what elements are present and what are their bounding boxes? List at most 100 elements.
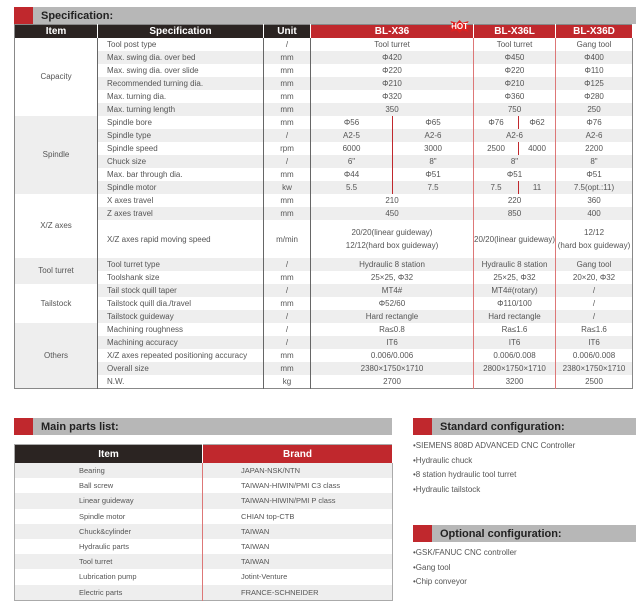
bl-x36-value: Φ420 [309,51,474,64]
bl-x36l-value: 2800×1750×1710 [473,362,556,375]
header-item: Item [14,444,203,463]
bl-x36l-value: Φ110/100 [473,297,556,310]
bl-x36l-value: Φ210 [473,77,556,90]
table-row: Tailstock guideway / Hard rectangle Hard re… [15,310,633,323]
bl-x36-value: 6" [310,155,393,168]
bl-x36d-value: Φ280 [555,90,633,103]
unit-value: / [263,336,311,349]
bl-x36-value: 0.006/0.006 [309,349,474,362]
table-row: Max. swing dia. over bed mm Φ420 Φ450 Φ400 [15,51,633,64]
bl-x36l-value: Hard rectangle [473,310,556,323]
table-row: Bearing JAPAN-NSK/NTN [14,463,393,479]
spec-name: Max. swing dia. over slide [107,65,199,75]
bl-x36-value: 25×25, Φ32 [309,271,474,284]
table-row: N.W. kg 2700 3200 2500 [15,375,633,389]
bl-x36d-value: 8" [555,155,633,168]
bl-x36l-value: 4000 [528,143,546,153]
bl-x36-value: 2380×1750×1710 [309,362,474,375]
bl-x36d-value: 360 [555,194,633,207]
parts-section-bar: Main parts list: [14,418,392,435]
table-row: Machining accuracy / IT6 IT6 IT6 [15,336,633,349]
bl-x36d-value: 250 [555,103,633,116]
spec-name: Tailstock guideway [97,310,264,323]
table-row: Spindle speed rpm 6000 3000 2500 4000 2200 [15,142,633,155]
red-square-icon [413,525,432,542]
spec-name: Z axes travel [97,207,264,220]
table-row: Recommended turning dia. mm Φ210 Φ210 Φ125 [15,77,633,90]
bl-x36l-value: Φ76 [473,116,520,129]
group-label: Capacity [14,38,98,116]
unit-value: m/min [263,220,311,258]
standard-config-bar: Standard configuration: [413,418,636,435]
table-row: Linear guideway TAIWAN-HIWIN/PMI P class [14,493,393,509]
bl-x36-value: 6000 [310,142,393,155]
header-specification: Specification [97,24,264,38]
unit-value: mm [263,51,311,64]
part-item: Electric parts [14,584,203,601]
spec-name: Max. bar through dia. [107,169,183,179]
table-row: Tool turret TAIWAN [14,554,393,570]
unit-value: mm [263,90,311,103]
bl-x36-value: Φ65 [425,117,441,127]
config-item: •8 station hydraulic tool turret [413,470,517,479]
bl-x36-value: Φ210 [309,77,474,90]
unit-value: rpm [263,142,311,155]
bl-x36d-value: 0.006/0.008 [555,349,633,362]
table-row: Spindle type / A2-5 A2-6 A2-6 A2-6 [15,129,633,142]
bl-x36l-value: Hydraulic 8 station [473,258,556,271]
unit-value: / [263,129,311,142]
bl-x36-value: 7.5 [392,181,474,194]
group-label: X/Z axes [14,194,98,258]
unit-value: mm [263,103,311,116]
config-item: •SIEMENS 808D ADVANCED CNC Controller [413,441,576,450]
unit-value: mm [263,207,311,220]
section-title: Standard configuration: [440,420,565,433]
unit-value: mm [263,116,311,129]
section-title: Specification: [41,9,114,22]
unit-value: kg [263,375,311,389]
unit-value: / [263,258,311,271]
bl-x36l-value: 25×25, Φ32 [473,271,556,284]
bl-x36-value: Φ220 [309,64,474,77]
parts-table: Item Brand Bearing JAPAN-NSK/NTN Ball screw… [14,444,393,601]
part-item: Tool turret [14,554,203,570]
table-row: Max. swing dia. over slide mm Φ220 Φ220 Φ110 [15,64,633,77]
table-row: Max. turning length mm 350 750 250 [15,103,633,116]
bl-x36-value: Φ320 [309,90,474,103]
bl-x36l-value: Φ220 [473,64,556,77]
part-brand: TAIWAN-HIWIN/PMI C3 class [202,478,393,494]
group-label: Spindle [14,116,98,194]
bl-x36d-value: Φ400 [555,51,633,64]
spec-name: X axes travel [107,195,154,205]
specification-table: Item Specification Unit BL-X36 HOT BL-X36… [14,20,634,389]
table-row: Chuck size/6" 8" 8" 8" [15,155,633,168]
bl-x36-value: 350 [309,103,474,116]
optional-config-bar: Optional configuration: [413,525,636,542]
table-row: Tailstock quill dia./travel mm Φ52/60 Φ110/… [15,297,633,310]
unit-value: mm [263,77,311,90]
header-unit: Unit [263,24,311,38]
header-brand: Brand [202,444,393,463]
table-row: X/Z axes rapid moving speed m/min 20/20(li… [15,220,633,258]
red-square-icon [14,418,33,435]
bl-x36l-value: 220 [473,194,556,207]
header-bl-x36l: BL-X36L [473,24,557,38]
spec-name: Recommended turning dia. [97,77,264,90]
bl-x36l-value: Ra≤1.6 [473,323,556,336]
bl-x36d-value: Φ110 [555,64,633,77]
section-title: Main parts list: [41,420,119,433]
specification-section-bar: Specification: [14,7,636,24]
part-brand: TAIWAN-HIWIN/PMI P class [202,493,393,509]
part-brand: TAIWAN [202,523,393,539]
bl-x36-value: 20/20(linear guideway) 12/12(hard box gu… [309,220,474,258]
part-item: Ball screw [79,481,114,491]
bl-x36d-value: Gang tool [555,258,633,271]
part-brand: Jotint-Venture [202,569,393,585]
table-row: Tailstock Tail stock quill taper / MT4# MT4#… [14,284,633,323]
part-brand: TAIWAN [202,538,393,555]
spec-name: Tool turret type [97,258,264,271]
spec-name: Toolshank size [107,272,160,282]
bl-x36l-value: 8" [473,155,556,168]
unit-value: mm [263,64,311,77]
bl-x36d-value: A2-6 [555,129,633,142]
